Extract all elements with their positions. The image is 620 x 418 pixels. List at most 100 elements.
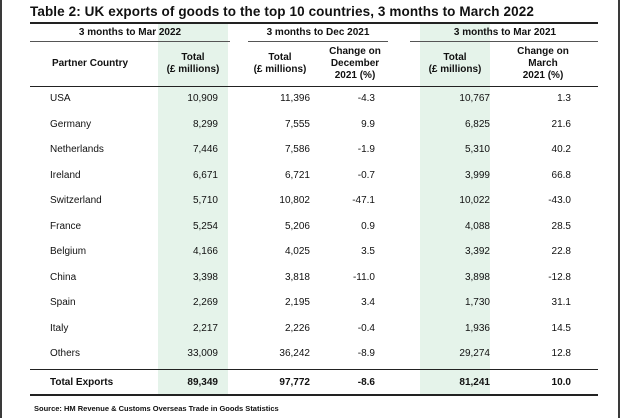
- cell-total-mar22: 6,671: [192, 169, 218, 181]
- header-total-dec21: Total (£ millions): [245, 52, 315, 76]
- cell-total-mar21: 81,241: [459, 377, 490, 388]
- cell-country: Belgium: [50, 246, 87, 257]
- header-change-mar21-line1: Change on: [517, 46, 569, 57]
- cell-total-mar21: 29,274: [459, 348, 490, 359]
- cell-change-mar21: 1.3: [557, 93, 571, 104]
- highlight-column-mar21: [420, 22, 490, 396]
- cell-change-mar21: -12.8: [548, 271, 571, 283]
- table-row: Others 33,009 36,242 -8.9 29,274 12.8: [30, 341, 598, 366]
- cell-country: USA: [50, 93, 71, 104]
- cell-change-mar21: 28.5: [551, 220, 571, 232]
- cell-change-dec21: -47.1: [352, 195, 375, 206]
- total-row: Total Exports 89,349 97,772 -8.6 81,241 …: [30, 370, 598, 395]
- cell-total-mar21: 1,936: [464, 322, 490, 334]
- cell-total-mar21: 3,999: [464, 169, 490, 181]
- cell-total-dec21: 11,396: [280, 93, 310, 104]
- cell-total-mar21: 10,767: [459, 93, 490, 104]
- header-total-mar22-line2: (£ millions): [166, 64, 220, 75]
- cell-change-dec21: 9.9: [361, 118, 375, 130]
- header-change-dec21: Change on December 2021 (%): [320, 46, 390, 82]
- table-row: Netherlands 7,446 7,586 -1.9 5,310 40.2: [30, 137, 598, 162]
- cell-change-dec21: 3.5: [361, 246, 375, 257]
- right-frame-border: [618, 0, 620, 418]
- cell-total-mar22: 5,254: [192, 220, 218, 232]
- cell-change-dec21: -8.6: [357, 377, 375, 388]
- cell-total-mar21: 3,898: [464, 271, 490, 283]
- cell-change-mar21: 14.5: [551, 322, 571, 334]
- cell-change-mar21: 66.8: [551, 169, 571, 181]
- cell-total-mar22: 2,217: [192, 322, 218, 334]
- cell-change-dec21: -0.4: [357, 322, 375, 334]
- cell-total-dec21: 97,772: [279, 377, 310, 388]
- cell-total-mar21: 6,825: [464, 118, 490, 130]
- cell-change-dec21: -1.9: [357, 144, 375, 155]
- cell-total-mar22: 89,349: [187, 377, 218, 388]
- cell-change-mar21: 12.8: [551, 348, 571, 359]
- header-total-mar22-line1: Total: [181, 52, 205, 63]
- cell-total-dec21: 7,586: [284, 144, 310, 155]
- cell-total-mar22: 5,710: [192, 195, 218, 206]
- cell-total-mar22: 8,299: [192, 118, 218, 130]
- header-change-mar21-line2: March: [528, 58, 558, 69]
- header-change-dec21-line3: 2021 (%): [334, 70, 376, 81]
- cell-country: Spain: [50, 297, 76, 308]
- cell-total-dec21: 2,226: [284, 322, 310, 334]
- header-change-mar21: Change on March 2021 (%): [508, 46, 578, 82]
- cell-change-dec21: -11.0: [352, 271, 375, 283]
- cell-total-mar22: 7,446: [192, 144, 218, 155]
- cell-total-mar22: 33,009: [187, 348, 218, 359]
- header-total-mar22: Total (£ millions): [158, 52, 228, 76]
- cell-country: Switzerland: [50, 195, 102, 206]
- cell-change-dec21: 3.4: [361, 297, 375, 308]
- cell-country: Ireland: [50, 169, 81, 181]
- table-row: France 5,254 5,206 0.9 4,088 28.5: [30, 214, 598, 239]
- table-row: Germany 8,299 7,555 9.9 6,825 21.6: [30, 112, 598, 137]
- header-change-dec21-line2: December: [330, 58, 380, 69]
- cell-total-label: Total Exports: [50, 377, 114, 388]
- cell-total-mar22: 2,269: [192, 297, 218, 308]
- cell-total-mar21: 3,392: [464, 246, 490, 257]
- header-total-dec21-line2: (£ millions): [253, 64, 307, 75]
- table-row: Italy 2,217 2,226 -0.4 1,936 14.5: [30, 316, 598, 341]
- period-underline-2: [248, 41, 388, 42]
- cell-total-dec21: 7,555: [284, 118, 310, 130]
- table-row: USA 10,909 11,396 -4.3 10,767 1.3: [30, 86, 598, 111]
- cell-total-dec21: 6,721: [284, 169, 310, 181]
- highlight-column-mar22: [158, 22, 228, 396]
- total-top-rule: [30, 369, 598, 370]
- cell-total-dec21: 36,242: [279, 348, 310, 359]
- source-note: Source: HM Revenue & Customs Overseas Tr…: [34, 404, 279, 413]
- bottom-rule: [30, 394, 598, 396]
- cell-change-dec21: -0.7: [357, 169, 375, 181]
- table-row: China 3,398 3,818 -11.0 3,898 -12.8: [30, 265, 598, 290]
- cell-country: Others: [50, 348, 81, 359]
- header-rule: [30, 86, 598, 87]
- cell-country: France: [50, 220, 82, 232]
- header-total-mar21-line1: Total: [443, 52, 467, 63]
- cell-country: Italy: [50, 322, 69, 334]
- header-partner-country: Partner Country: [51, 58, 129, 69]
- period-mar-2022: 3 months to Mar 2022: [78, 27, 182, 38]
- cell-country: Germany: [50, 118, 92, 130]
- header-total-mar21: Total (£ millions): [420, 52, 490, 76]
- period-underline-1: [30, 41, 230, 42]
- header-change-mar21-line3: 2021 (%): [522, 70, 564, 81]
- cell-change-dec21: 0.9: [361, 220, 375, 232]
- cell-total-dec21: 5,206: [284, 220, 310, 232]
- cell-country: China: [50, 271, 77, 283]
- cell-change-mar21: -43.0: [548, 195, 571, 206]
- cell-change-mar21: 31.1: [551, 297, 571, 308]
- cell-total-dec21: 4,025: [284, 246, 310, 257]
- cell-total-mar22: 10,909: [187, 93, 218, 104]
- cell-total-mar22: 4,166: [192, 246, 218, 257]
- table-row: Spain 2,269 2,195 3.4 1,730 31.1: [30, 290, 598, 315]
- cell-total-dec21: 3,818: [284, 271, 310, 283]
- cell-change-dec21: -4.3: [357, 93, 375, 104]
- cell-total-mar22: 3,398: [192, 271, 218, 283]
- period-dec-2021: 3 months to Dec 2021: [266, 27, 370, 38]
- cell-change-mar21: 21.6: [551, 118, 571, 130]
- cell-change-mar21: 22.8: [551, 246, 571, 257]
- cell-total-mar21: 4,088: [464, 220, 490, 232]
- cell-total-mar21: 5,310: [464, 144, 490, 155]
- left-frame-border: [0, 0, 2, 418]
